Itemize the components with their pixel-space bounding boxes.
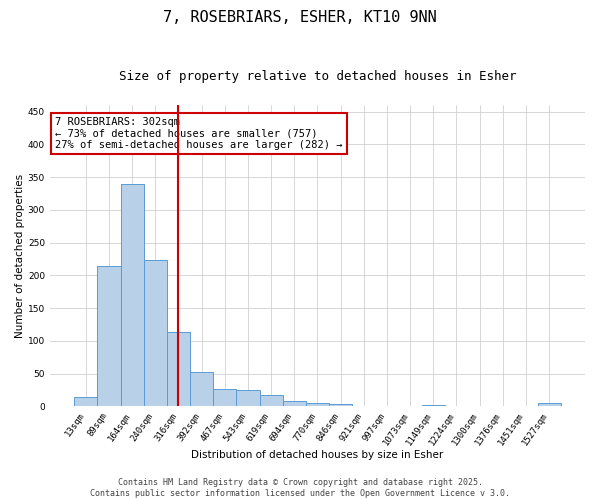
X-axis label: Distribution of detached houses by size in Esher: Distribution of detached houses by size … xyxy=(191,450,443,460)
Bar xyxy=(167,332,190,406)
Text: 7 ROSEBRIARS: 302sqm
← 73% of detached houses are smaller (757)
27% of semi-deta: 7 ROSEBRIARS: 302sqm ← 73% of detached h… xyxy=(55,117,343,150)
Text: Contains HM Land Registry data © Crown copyright and database right 2025.
Contai: Contains HM Land Registry data © Crown c… xyxy=(90,478,510,498)
Y-axis label: Number of detached properties: Number of detached properties xyxy=(15,174,25,338)
Bar xyxy=(283,401,306,406)
Bar xyxy=(236,390,260,406)
Bar xyxy=(329,404,352,406)
Bar xyxy=(306,403,329,406)
Bar xyxy=(538,403,560,406)
Bar xyxy=(121,184,144,406)
Bar xyxy=(144,260,167,406)
Text: 7, ROSEBRIARS, ESHER, KT10 9NN: 7, ROSEBRIARS, ESHER, KT10 9NN xyxy=(163,10,437,25)
Bar xyxy=(97,266,121,406)
Bar xyxy=(260,394,283,406)
Bar xyxy=(190,372,213,406)
Title: Size of property relative to detached houses in Esher: Size of property relative to detached ho… xyxy=(119,70,516,83)
Bar xyxy=(213,390,236,406)
Bar xyxy=(422,405,445,406)
Bar xyxy=(74,396,97,406)
